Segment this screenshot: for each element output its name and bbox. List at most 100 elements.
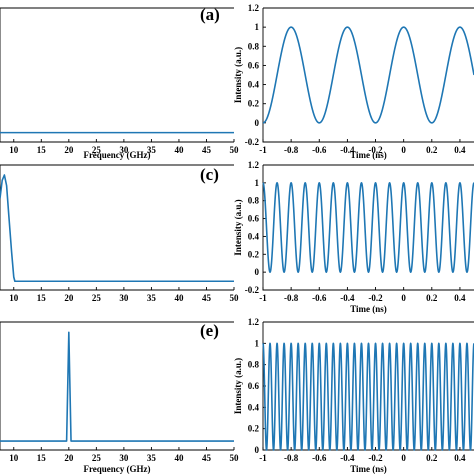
y-tick-label: 0.8 bbox=[248, 360, 260, 370]
chart-spectrum-middle: 10 15 20 25 30 35 40 45 50 (c) bbox=[0, 164, 240, 303]
x-tick-label: 25 bbox=[92, 453, 102, 463]
x-axis-label: Frequency (GHz) bbox=[83, 464, 150, 474]
y-tick-label: 0.6 bbox=[248, 60, 260, 70]
panel-label: (c) bbox=[200, 165, 219, 184]
x-axis-label: Time (ns) bbox=[350, 304, 387, 314]
x-tick-label: 10 bbox=[9, 293, 19, 303]
axis-frame bbox=[0, 8, 234, 143]
x-tick-label: 30 bbox=[119, 453, 129, 463]
x-tick-label: 40 bbox=[174, 145, 184, 155]
x-tick-label: 50 bbox=[230, 293, 240, 303]
axis-frame bbox=[0, 165, 234, 291]
x-tick-label: 45 bbox=[202, 145, 212, 155]
y-tick-label: 0.4 bbox=[248, 231, 260, 241]
x-tick-label: 15 bbox=[37, 145, 47, 155]
x-tick-label: -0.6 bbox=[312, 145, 327, 155]
x-tick-label: -0.4 bbox=[340, 145, 355, 155]
y-tick-label: 1.2 bbox=[248, 3, 260, 13]
x-tick-label: 35 bbox=[147, 145, 157, 155]
y-tick-label: 0.4 bbox=[248, 402, 260, 412]
x-tick-label: 15 bbox=[37, 453, 47, 463]
y-tick-label: 1 bbox=[255, 178, 260, 188]
y-tick-label: 0.6 bbox=[248, 214, 260, 224]
x-tick-label: 50 bbox=[230, 453, 240, 463]
x-tick-label: 35 bbox=[147, 453, 157, 463]
x-tick-label: -0.8 bbox=[284, 293, 299, 303]
x-tick-label: 15 bbox=[37, 293, 47, 303]
axis-frame bbox=[0, 322, 234, 451]
x-tick-label: -0.6 bbox=[312, 453, 327, 463]
series-line bbox=[262, 342, 474, 451]
x-tick-label: 40 bbox=[174, 453, 184, 463]
x-tick-label: 0 bbox=[401, 453, 406, 463]
y-tick-label: 0.6 bbox=[248, 381, 260, 391]
y-tick-label: 0.2 bbox=[248, 424, 260, 434]
x-tick-label: 0.4 bbox=[454, 293, 466, 303]
series-line bbox=[262, 182, 474, 273]
x-tick-label: 40 bbox=[174, 293, 184, 303]
y-tick-label: 0 bbox=[255, 267, 260, 277]
y-axis-label: Intensity (a.u.) bbox=[233, 199, 243, 255]
chart-time-bottom: -1 -0.8 -0.6 -0.4 -0.2 0 0.2 0.4 0 0.2 0.4 0.6 0.8 1 1… bbox=[233, 317, 474, 474]
series-line bbox=[262, 26, 474, 124]
y-tick-label: -0.2 bbox=[245, 137, 260, 147]
x-axis-label: Time (ns) bbox=[350, 150, 387, 160]
y-tick-label: -0.2 bbox=[245, 285, 260, 295]
y-tick-label: 1 bbox=[255, 22, 260, 32]
x-tick-label: 20 bbox=[64, 293, 74, 303]
x-tick-label: -0.2 bbox=[368, 145, 383, 155]
axis-frame bbox=[262, 322, 474, 451]
x-tick-label: 10 bbox=[9, 145, 19, 155]
y-tick-label: 1.2 bbox=[248, 317, 260, 327]
y-axis-label: Intensity (a.u.) bbox=[233, 47, 243, 103]
panel-label: (a) bbox=[200, 5, 220, 24]
x-tick-label: 30 bbox=[119, 145, 129, 155]
x-tick-label: -0.6 bbox=[312, 293, 327, 303]
x-tick-label: 30 bbox=[119, 293, 129, 303]
x-tick-label: -0.4 bbox=[340, 293, 355, 303]
x-tick-label: 25 bbox=[92, 145, 102, 155]
x-tick-label: 0.4 bbox=[454, 453, 466, 463]
series-line bbox=[0, 331, 234, 442]
x-axis-label: Time (ns) bbox=[350, 464, 387, 474]
y-tick-label: 1 bbox=[255, 338, 260, 348]
x-tick-label: 20 bbox=[64, 145, 74, 155]
y-tick-label: 0.2 bbox=[248, 99, 260, 109]
x-tick-label: 20 bbox=[64, 453, 74, 463]
axis-frame bbox=[262, 8, 474, 143]
x-tick-label: 45 bbox=[202, 293, 212, 303]
y-axis-label: Intensity (a.u.) bbox=[233, 358, 243, 414]
x-tick-label: -1 bbox=[259, 293, 267, 303]
panel-label: (e) bbox=[200, 321, 219, 340]
x-tick-label: 0.2 bbox=[426, 145, 438, 155]
x-tick-label: 25 bbox=[92, 293, 102, 303]
x-tick-label: 0 bbox=[401, 145, 406, 155]
series-line bbox=[0, 174, 234, 283]
y-tick-label: 1.2 bbox=[248, 160, 260, 170]
y-tick-label: 0.4 bbox=[248, 80, 260, 90]
x-tick-label: 35 bbox=[147, 293, 157, 303]
x-tick-label: 50 bbox=[230, 145, 240, 155]
x-tick-label: 45 bbox=[202, 453, 212, 463]
x-tick-label: -0.2 bbox=[368, 293, 383, 303]
x-tick-label: -1 bbox=[259, 145, 267, 155]
chart-spectrum-top: 10 15 20 25 30 35 40 45 50 Frequency (GHz) (a) bbox=[0, 5, 239, 160]
chart-time-middle: -1 -0.8 -0.6 -0.4 -0.2 0 0.2 0.4 -0.2 0 0.2 0.4 0.6 0… bbox=[233, 160, 474, 314]
y-tick-label: 0.8 bbox=[248, 41, 260, 51]
chart-time-top: -1 -0.8 -0.6 -0.4 -0.2 0 0.2 0.4 -0.2 0 0.2 0.4 0.6 0… bbox=[233, 3, 474, 160]
x-tick-label: -0.8 bbox=[284, 145, 299, 155]
x-tick-label: 0.2 bbox=[426, 293, 438, 303]
chart-spectrum-bottom: 10 15 20 25 30 35 40 45 50 Frequency (GHz) (e) bbox=[0, 321, 239, 474]
x-tick-label: -0.8 bbox=[284, 453, 299, 463]
y-tick-label: 0 bbox=[255, 118, 260, 128]
y-tick-label: 0.8 bbox=[248, 196, 260, 206]
x-tick-label: 10 bbox=[9, 453, 19, 463]
x-tick-label: -1 bbox=[259, 453, 267, 463]
x-axis-label: Frequency (GHz) bbox=[83, 150, 150, 160]
x-tick-label: -0.2 bbox=[368, 453, 383, 463]
x-tick-label: -0.4 bbox=[340, 453, 355, 463]
x-tick-label: 0.2 bbox=[426, 453, 438, 463]
x-tick-label: 0 bbox=[401, 293, 406, 303]
x-tick-label: 0.4 bbox=[454, 145, 466, 155]
